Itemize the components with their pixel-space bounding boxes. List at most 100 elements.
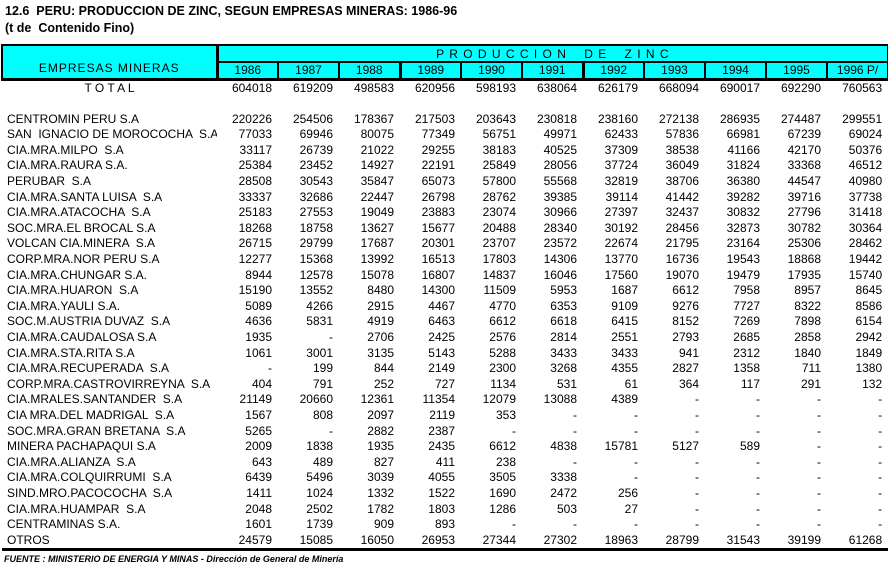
year-header-1988: 1988 <box>338 62 400 81</box>
value-cell-1989: 727 <box>434 376 455 391</box>
company-name: CIA.MRA.STA.RITA S.A <box>7 345 135 360</box>
value-cell-1988: 3135 <box>367 345 394 360</box>
value-cell-1993: 19070 <box>665 267 699 282</box>
source-note: FUENTE : MINISTERIO DE ENERGIA Y MINAS -… <box>4 554 344 565</box>
value-cell-1993: - <box>695 454 699 469</box>
value-cell-1991: 2472 <box>550 485 577 500</box>
company-name: CENTRAMINAS S.A. <box>7 517 121 532</box>
value-cell-1989: 20301 <box>421 236 455 251</box>
value-cell-1989: 6463 <box>428 314 455 329</box>
year-header-1991: 1991 <box>521 62 583 81</box>
value-cell-1988: 4919 <box>367 314 394 329</box>
total-label: T O T A L <box>84 80 135 95</box>
table-row-soc-mra-gran-bretana-s-a: SOC.MRA.GRAN BRETANA S.A 5265 - 2882 2387 - - -… <box>2 424 888 440</box>
value-cell-1992: 4355 <box>611 361 638 376</box>
company-name: CIA.MRA.ALIANZA S.A <box>7 454 136 469</box>
value-cell-1986: 21149 <box>239 392 272 407</box>
value-cell-1986: 15190 <box>238 283 272 298</box>
value-cell-1991: 2814 <box>550 330 577 344</box>
value-cell-1993: - <box>695 423 699 438</box>
value-cell-1990: 2300 <box>489 361 516 376</box>
value-cell-1994: 286935 <box>719 111 760 126</box>
value-cell-1986: 33337 <box>238 189 272 204</box>
value-cell-1993: - <box>695 501 699 516</box>
value-cell-1996-p: - <box>878 454 883 469</box>
value-cell-1988: 8480 <box>367 283 394 298</box>
year-header-1993: 1993 <box>643 62 705 81</box>
value-cell-1992: 256 <box>617 485 638 500</box>
value-cell-1995: 711 <box>801 361 821 376</box>
value-cell-1994: 66981 <box>726 127 760 142</box>
value-cell-1991: 28056 <box>543 158 577 173</box>
total-value-1990: 598193 <box>475 80 516 95</box>
value-cell-1995: 39716 <box>787 189 821 204</box>
value-cell-1995: - <box>817 501 821 516</box>
value-cell-1992: 13770 <box>604 252 638 267</box>
table-row-cia-mra-santa-luisa-s-a: CIA.MRA.SANTA LUISA S.A 33337 32686 22447 26… <box>2 190 888 206</box>
value-cell-1994: 2685 <box>733 330 760 344</box>
value-cell-1996-p: 1380 <box>855 361 883 376</box>
value-cell-1993: 28456 <box>665 220 699 235</box>
value-cell-1992: 3433 <box>611 345 638 360</box>
value-cell-1996-p: 6154 <box>855 314 883 329</box>
value-cell-1986: 25384 <box>238 158 272 173</box>
total-value-1991: 638064 <box>536 80 577 95</box>
value-cell-1996-p: 2942 <box>855 330 883 344</box>
company-name: CIA.MRA.COLQUIRRUMI S.A <box>7 470 172 485</box>
value-cell-1986: 26715 <box>238 236 272 251</box>
value-cell-1986: 8944 <box>245 267 272 282</box>
value-cell-1987: 29799 <box>299 236 333 251</box>
value-cell-1989: 2149 <box>428 361 455 376</box>
value-cell-1989: 4467 <box>428 298 455 313</box>
value-cell-1994: - <box>756 454 760 469</box>
year-header-1987: 1987 <box>277 62 339 81</box>
value-cell-1989: 14300 <box>421 283 455 298</box>
value-cell-1988: 35847 <box>360 174 394 189</box>
value-cell-1990: 25849 <box>482 158 516 173</box>
company-name: CORP.MRA.CASTROVIRREYNA S.A <box>7 376 211 391</box>
value-cell-1986: 1411 <box>246 485 272 500</box>
table-row-cia-mra-caudalosa-s-a: CIA.MRA.CAUDALOSA S.A 1935 - 2706 2425 2576 28… <box>2 330 888 346</box>
value-cell-1987: 27553 <box>299 205 333 220</box>
value-cell-1994: 7958 <box>733 283 760 298</box>
value-cell-1991: 3338 <box>550 470 577 485</box>
value-cell-1989: 893 <box>434 517 455 532</box>
value-cell-1986: 5089 <box>245 298 272 313</box>
value-cell-1990: 6612 <box>489 314 516 329</box>
value-cell-1988: 15078 <box>360 267 394 282</box>
value-cell-1993: 28799 <box>665 532 699 547</box>
value-cell-1991: 3433 <box>550 345 577 360</box>
value-cell-1987: 199 <box>312 361 333 376</box>
value-cell-1990: 1286 <box>489 501 516 516</box>
table-row-sind-mro-pacococha-s-a: SIND.MRO.PACOCOCHA S.A 1411 1024 1332 1522 16… <box>2 486 888 502</box>
value-cell-1987: 808 <box>312 407 333 422</box>
value-cell-1994: 117 <box>740 376 760 391</box>
value-cell-1988: 21022 <box>360 142 394 157</box>
spacer-row <box>2 96 888 112</box>
company-name: CORP.MRA.NOR PERU S.A <box>7 252 160 267</box>
value-cell-1988: 80075 <box>360 127 394 142</box>
value-cell-1988: 3039 <box>367 470 394 485</box>
value-cell-1994: - <box>756 392 760 407</box>
table-row-cia-mra-huampar-s-a: CIA.MRA.HUAMPAR S.A 2048 2502 1782 1803 1286 5… <box>2 502 888 518</box>
value-cell-1995: 44547 <box>787 174 821 189</box>
value-cell-1991: 6618 <box>550 314 577 329</box>
value-cell-1996-p: 8586 <box>855 298 883 313</box>
value-cell-1989: 11354 <box>422 392 455 407</box>
value-cell-1995: - <box>817 470 821 485</box>
value-cell-1995: 33368 <box>787 158 821 173</box>
value-cell-1987: 791 <box>312 376 333 391</box>
value-cell-1995: - <box>817 454 821 469</box>
value-cell-1986: 1061 <box>245 345 272 360</box>
value-cell-1989: 2119 <box>429 407 455 422</box>
value-cell-1990: 2576 <box>489 330 516 344</box>
column-header-empresas-mineras: EMPRESAS MINERAS <box>1 44 219 81</box>
value-cell-1991: 27302 <box>543 532 577 547</box>
value-cell-1992: 9109 <box>611 298 638 313</box>
value-cell-1991: 531 <box>556 376 577 391</box>
value-cell-1996-p: 40980 <box>848 174 883 189</box>
table-row-cia-mra-del-madrigal-s-a: CIA MRA.DEL MADRIGAL S.A 1567 808 2097 2119 3… <box>2 408 888 424</box>
value-cell-1996-p: 61268 <box>848 532 883 547</box>
value-cell-1994: - <box>756 485 760 500</box>
